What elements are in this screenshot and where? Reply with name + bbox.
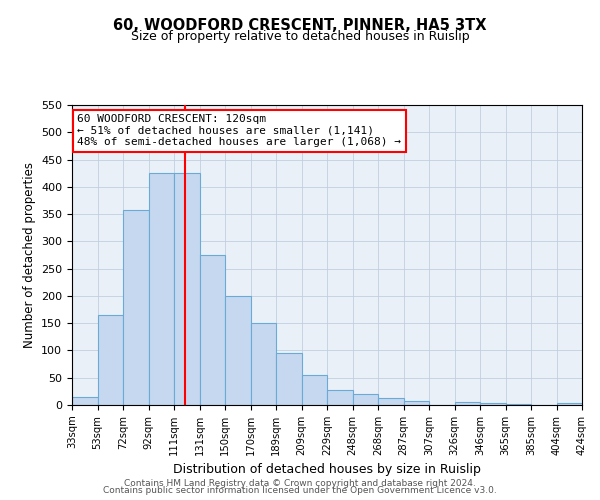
Bar [353,394,378,405]
Bar [557,404,582,405]
Bar [404,400,429,405]
Bar [199,255,225,405]
Bar [276,353,302,405]
Text: 60, WOODFORD CRESCENT, PINNER, HA5 3TX: 60, WOODFORD CRESCENT, PINNER, HA5 3TX [113,18,487,32]
Bar [225,296,251,405]
Bar [72,397,97,405]
Bar [327,390,353,405]
Text: Contains public sector information licensed under the Open Government Licence v3: Contains public sector information licen… [103,486,497,495]
Text: Contains HM Land Registry data © Crown copyright and database right 2024.: Contains HM Land Registry data © Crown c… [124,478,476,488]
Bar [378,398,404,405]
Bar [505,404,531,405]
Bar [123,210,149,405]
Text: 60 WOODFORD CRESCENT: 120sqm
← 51% of detached houses are smaller (1,141)
48% of: 60 WOODFORD CRESCENT: 120sqm ← 51% of de… [77,114,401,147]
Bar [480,404,505,405]
Bar [251,323,276,405]
Text: Size of property relative to detached houses in Ruislip: Size of property relative to detached ho… [131,30,469,43]
Bar [97,315,123,405]
Bar [174,173,199,405]
Bar [302,375,327,405]
Bar [455,402,480,405]
X-axis label: Distribution of detached houses by size in Ruislip: Distribution of detached houses by size … [173,464,481,476]
Bar [149,173,174,405]
Y-axis label: Number of detached properties: Number of detached properties [23,162,35,348]
